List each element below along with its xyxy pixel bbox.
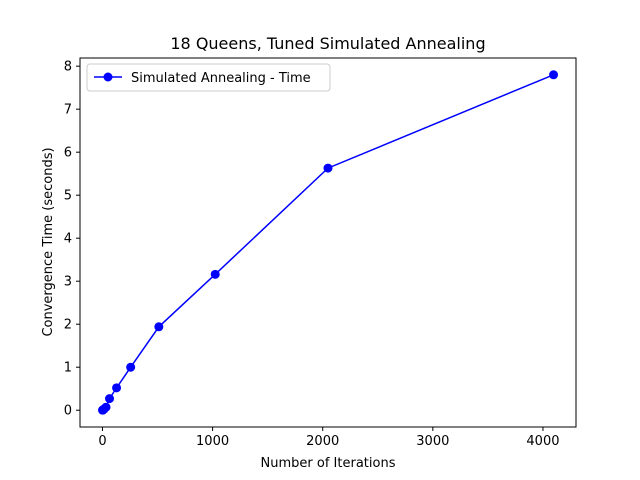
y-axis: 0 1 2 3 4 5 6 7 8 — [64, 60, 80, 419]
y-tick-label: 5 — [64, 189, 72, 204]
y-tick-label: 6 — [64, 146, 72, 161]
legend-marker — [103, 72, 113, 82]
x-tick-label: 2000 — [306, 434, 339, 449]
series-layer — [98, 70, 559, 415]
chart-title: 18 Queens, Tuned Simulated Annealing — [170, 34, 485, 53]
data-point — [323, 163, 333, 173]
data-point — [549, 70, 559, 80]
data-point — [210, 269, 220, 279]
data-point — [126, 362, 136, 372]
legend: Simulated Annealing - Time — [86, 63, 331, 92]
legend-label: Simulated Annealing - Time — [131, 71, 311, 86]
x-axis: 0 1000 2000 3000 4000 — [98, 427, 560, 449]
legend-frame — [86, 63, 331, 92]
y-tick-label: 1 — [64, 361, 72, 376]
y-tick-label: 0 — [64, 404, 72, 419]
data-point — [105, 394, 115, 404]
y-axis-label: Convergence Time (seconds) — [41, 147, 56, 336]
x-tick-label: 4000 — [526, 434, 559, 449]
y-tick-label: 4 — [64, 232, 72, 247]
y-tick-label: 7 — [64, 103, 72, 118]
y-tick-label: 3 — [64, 275, 72, 290]
x-tick-label: 1000 — [196, 434, 229, 449]
x-tick-label: 0 — [98, 434, 106, 449]
data-point — [154, 322, 164, 332]
x-axis-label: Number of Iterations — [261, 456, 396, 471]
data-point — [101, 402, 111, 412]
y-tick-label: 2 — [64, 318, 72, 333]
x-tick-label: 3000 — [416, 434, 449, 449]
y-tick-label: 8 — [64, 60, 72, 75]
data-point — [112, 383, 122, 393]
plot-area — [79, 57, 577, 428]
